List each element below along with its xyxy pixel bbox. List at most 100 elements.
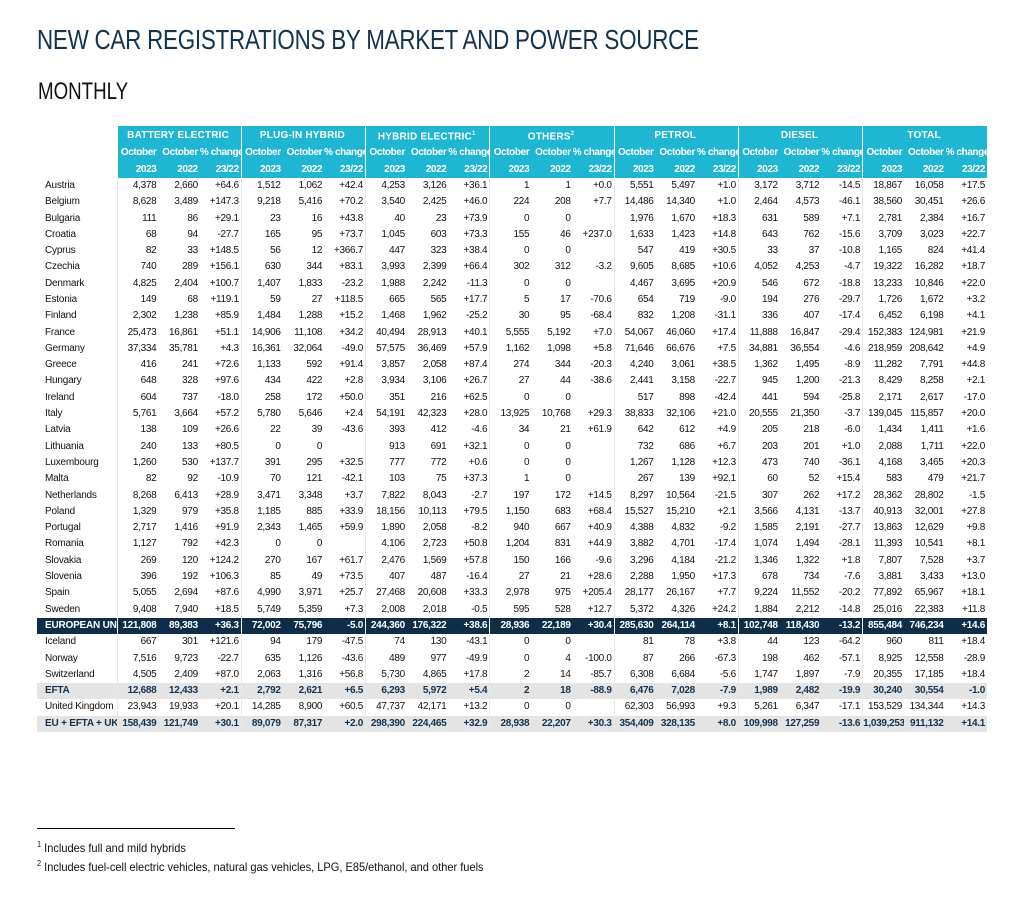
table-cell: -2.7 — [471, 489, 488, 501]
table-cell: 13,863 — [862, 520, 905, 537]
table-cell — [573, 390, 614, 406]
table-cell: -64.2 — [838, 636, 861, 648]
table-cell: 121,749 — [158, 715, 200, 733]
table-cell: -17.0 — [963, 391, 986, 403]
table-cell: 1,726 — [862, 292, 905, 309]
group-header: OTHERS2 — [489, 126, 615, 146]
table-cell: +1.0 — [717, 196, 736, 208]
table-cell: -21.3 — [838, 375, 861, 387]
table-cell: 2,792 — [240, 683, 283, 700]
table-cell: 4,052 — [737, 259, 780, 276]
table-cell: 172 — [554, 489, 571, 501]
table-cell: 977 — [430, 652, 447, 664]
table-cell: -6.0 — [844, 424, 861, 436]
table-cell: +42.3 — [214, 538, 239, 550]
table-cell: 298,390 — [365, 715, 407, 733]
table-cell: +18.4 — [961, 668, 985, 680]
table-cell: 2,288 — [613, 569, 656, 586]
table-cell: -4.6 — [471, 424, 488, 436]
group-header: TOTAL — [862, 126, 987, 146]
table-cell: 81 — [613, 634, 656, 651]
footnote-2: 2 Includes fuel-cell electric vehicles, … — [37, 859, 484, 874]
table-cell: 479 — [927, 473, 944, 485]
table-cell: -4.6 — [844, 342, 861, 354]
table-cell: -10.8 — [838, 245, 861, 257]
row-label: EFTA — [37, 683, 117, 700]
table-cell: +8.1 — [966, 538, 985, 550]
table-cell: 75,796 — [282, 617, 325, 635]
table-cell: -0.5 — [471, 603, 488, 615]
table-cell: 0 — [565, 212, 571, 224]
column-header: October — [158, 145, 200, 162]
table-cell: +6.7 — [717, 440, 736, 452]
table-cell: 22,189 — [531, 617, 573, 635]
table-cell: +50.0 — [339, 391, 364, 403]
table-cell: 77,892 — [862, 585, 905, 602]
table-cell: 5,761 — [116, 406, 159, 423]
column-header: 2022 — [282, 161, 325, 178]
table-cell: -23.2 — [341, 277, 364, 289]
table-cell: 407 — [803, 310, 820, 322]
table-cell: +79.5 — [463, 505, 488, 517]
table-cell: 9,723 — [174, 652, 198, 664]
table-cell: 13,925 — [489, 406, 532, 423]
table-cell: 16 — [311, 212, 323, 224]
footnote-mark: 2 — [37, 859, 42, 868]
table-cell: 72,002 — [240, 617, 283, 635]
table-cell: +60.5 — [339, 701, 364, 713]
row-label: Latvia — [45, 424, 71, 436]
table-cell: 635 — [240, 650, 283, 667]
table-cell: 241 — [182, 359, 198, 371]
table-row: Ireland 604 737 -18.0 258 172 +50.0 351 216 +62.5… — [37, 389, 987, 407]
table-cell: -5.6 — [719, 668, 736, 680]
group-label: PETROL — [654, 130, 697, 142]
row-label: Italy — [45, 408, 63, 420]
table-cell: 416 — [116, 357, 159, 374]
table-cell: 7,822 — [365, 487, 407, 504]
table-cell: 1,126 — [298, 652, 323, 664]
table-cell: 391 — [240, 454, 283, 472]
column-header: October — [406, 145, 449, 162]
table-cell: 15,527 — [613, 503, 656, 521]
table-cell: +33.3 — [463, 587, 488, 599]
table-cell: 124,981 — [909, 326, 944, 338]
table-cell — [573, 211, 614, 227]
table-cell: 4 — [565, 652, 571, 664]
table-cell: 592 — [306, 359, 323, 371]
row-label: Malta — [45, 473, 69, 485]
row-label: Croatia — [45, 228, 76, 240]
table-cell: 589 — [803, 212, 820, 224]
table-cell: 3,712 — [795, 179, 820, 191]
column-header: % change — [696, 145, 739, 162]
table-cell: 103 — [365, 471, 407, 488]
table-cell: 6,198 — [919, 310, 944, 322]
table-cell: 74 — [365, 634, 407, 651]
row-label: Spain — [45, 587, 70, 599]
table-cell: +148.5 — [209, 245, 239, 257]
row-label: Lithuania — [45, 440, 84, 452]
table-cell: 1,288 — [298, 310, 323, 322]
table-cell: 631 — [737, 210, 780, 227]
column-header: 23/22 — [821, 161, 863, 178]
table-cell: -88.9 — [572, 683, 615, 700]
table-cell: 1,411 — [920, 424, 944, 436]
table-cell: 1,039,253 — [862, 715, 905, 733]
table-cell: 19,933 — [169, 701, 198, 713]
row-label: EU + EFTA + UK — [37, 715, 117, 733]
subheader-row: October October% change October October% ch… — [37, 145, 987, 162]
table-cell: 1,362 — [737, 357, 780, 374]
table-cell: 7,791 — [919, 359, 944, 371]
table-cell: 40,913 — [862, 503, 905, 521]
table-cell: +1.8 — [841, 554, 861, 566]
table-cell: 678 — [737, 569, 780, 586]
table-cell: 1,976 — [613, 210, 656, 227]
table-cell: 0 — [489, 389, 532, 407]
table-cell: +64.6 — [214, 179, 239, 191]
table-cell: 6,452 — [862, 308, 905, 325]
table-cell: 4,990 — [240, 585, 283, 602]
table-cell: +24.2 — [712, 603, 736, 615]
row-label: Hungary — [45, 375, 82, 387]
table-cell: 1 — [489, 177, 532, 195]
table-cell: 3,857 — [365, 357, 407, 374]
table-cell: 7,528 — [919, 554, 944, 566]
